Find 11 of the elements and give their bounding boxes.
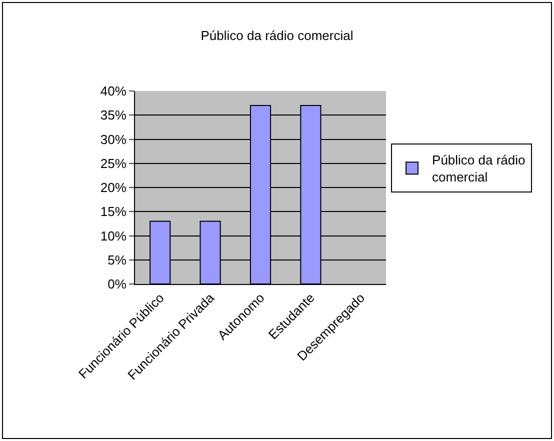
y-tick-label: 35% bbox=[100, 108, 127, 123]
chart-title: Público da rádio comercial bbox=[200, 28, 354, 43]
y-tick-label: 15% bbox=[100, 204, 127, 220]
y-tick-label: 30% bbox=[100, 132, 127, 147]
y-tick-label: 10% bbox=[100, 228, 127, 244]
y-tick-label: 20% bbox=[100, 180, 127, 196]
y-tick-label: 40% bbox=[100, 84, 127, 99]
y-tick-label: 25% bbox=[100, 156, 127, 171]
y-tick-label: 0% bbox=[108, 276, 127, 292]
legend-label: Público da rádio comercial bbox=[432, 152, 526, 185]
y-tick-label: 5% bbox=[108, 252, 127, 268]
